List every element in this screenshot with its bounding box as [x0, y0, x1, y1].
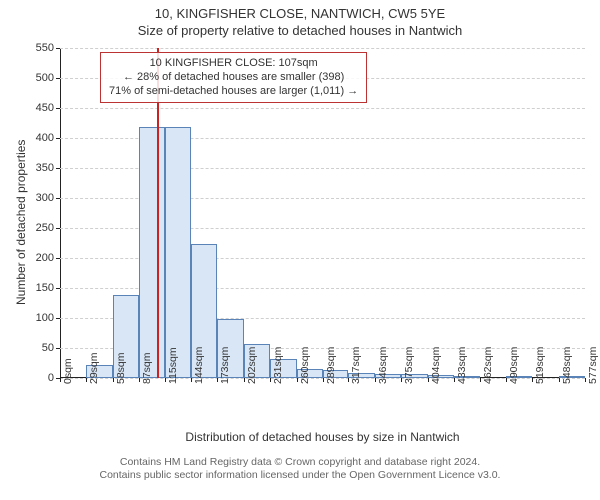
ytick-label: 50 — [42, 342, 54, 354]
xtick-label: 375sqm — [403, 347, 415, 384]
annotation-line-2: ← 28% of detached houses are smaller (39… — [109, 71, 358, 85]
ytick-mark — [56, 168, 60, 169]
ytick-mark — [56, 228, 60, 229]
xtick-label: 115sqm — [167, 347, 179, 384]
histogram-bar — [165, 127, 191, 378]
xtick-label: 0sqm — [62, 358, 74, 384]
ytick-mark — [56, 258, 60, 259]
gridline — [60, 48, 585, 49]
histogram-bar — [139, 127, 164, 378]
xtick-label: 577sqm — [587, 347, 599, 384]
ytick-label: 550 — [36, 42, 54, 54]
footer: Contains HM Land Registry data © Crown c… — [0, 456, 600, 482]
annotation-line-1: 10 KINGFISHER CLOSE: 107sqm — [109, 57, 358, 71]
ytick-label: 500 — [36, 72, 54, 84]
ytick-label: 300 — [36, 192, 54, 204]
footer-line-1: Contains HM Land Registry data © Crown c… — [0, 456, 600, 469]
y-axis-label: Number of detached properties — [14, 140, 28, 305]
annotation-box: 10 KINGFISHER CLOSE: 107sqm ← 28% of det… — [100, 52, 367, 103]
xtick-label: 317sqm — [350, 347, 362, 384]
x-axis-label: Distribution of detached houses by size … — [60, 430, 585, 444]
xtick-label: 346sqm — [377, 347, 389, 384]
xtick-mark — [323, 378, 324, 382]
ytick-label: 200 — [36, 252, 54, 264]
chart-container: 10, KINGFISHER CLOSE, NANTWICH, CW5 5YE … — [0, 0, 600, 500]
xtick-label: 202sqm — [246, 347, 258, 384]
xtick-mark — [375, 378, 376, 382]
xtick-mark — [113, 378, 114, 382]
xtick-label: 289sqm — [325, 347, 337, 384]
xtick-label: 404sqm — [430, 347, 442, 384]
ytick-mark — [56, 348, 60, 349]
ytick-mark — [56, 108, 60, 109]
xtick-label: 29sqm — [88, 352, 100, 384]
xtick-mark — [165, 378, 166, 382]
subtitle: Size of property relative to detached ho… — [0, 23, 600, 38]
ytick-mark — [56, 78, 60, 79]
ytick-label: 450 — [36, 102, 54, 114]
ytick-mark — [56, 138, 60, 139]
xtick-label: 548sqm — [561, 347, 573, 384]
xtick-mark — [428, 378, 429, 382]
ytick-label: 0 — [48, 372, 54, 384]
address-title: 10, KINGFISHER CLOSE, NANTWICH, CW5 5YE — [0, 6, 600, 21]
xtick-mark — [454, 378, 455, 382]
xtick-label: 173sqm — [219, 347, 231, 384]
ytick-label: 250 — [36, 222, 54, 234]
xtick-label: 462sqm — [482, 347, 494, 384]
footer-line-2: Contains public sector information licen… — [0, 469, 600, 482]
xtick-label: 87sqm — [141, 352, 153, 384]
xtick-mark — [297, 378, 298, 382]
xtick-mark — [585, 378, 586, 382]
annotation-line-3: 71% of semi-detached houses are larger (… — [109, 85, 358, 99]
xtick-label: 260sqm — [299, 347, 311, 384]
ytick-mark — [56, 318, 60, 319]
xtick-mark — [191, 378, 192, 382]
ytick-mark — [56, 288, 60, 289]
xtick-mark — [559, 378, 560, 382]
xtick-mark — [506, 378, 507, 382]
ytick-label: 150 — [36, 282, 54, 294]
xtick-mark — [139, 378, 140, 382]
xtick-label: 144sqm — [193, 347, 205, 384]
xtick-label: 58sqm — [115, 352, 127, 384]
xtick-label: 231sqm — [272, 347, 284, 384]
xtick-mark — [60, 378, 61, 382]
ytick-label: 100 — [36, 312, 54, 324]
ytick-label: 400 — [36, 132, 54, 144]
ytick-label: 350 — [36, 162, 54, 174]
gridline — [60, 108, 585, 109]
xtick-mark — [244, 378, 245, 382]
xtick-label: 490sqm — [508, 347, 520, 384]
xtick-label: 519sqm — [534, 347, 546, 384]
title-block: 10, KINGFISHER CLOSE, NANTWICH, CW5 5YE … — [0, 6, 600, 38]
ytick-mark — [56, 198, 60, 199]
xtick-label: 433sqm — [456, 347, 468, 384]
ytick-mark — [56, 48, 60, 49]
